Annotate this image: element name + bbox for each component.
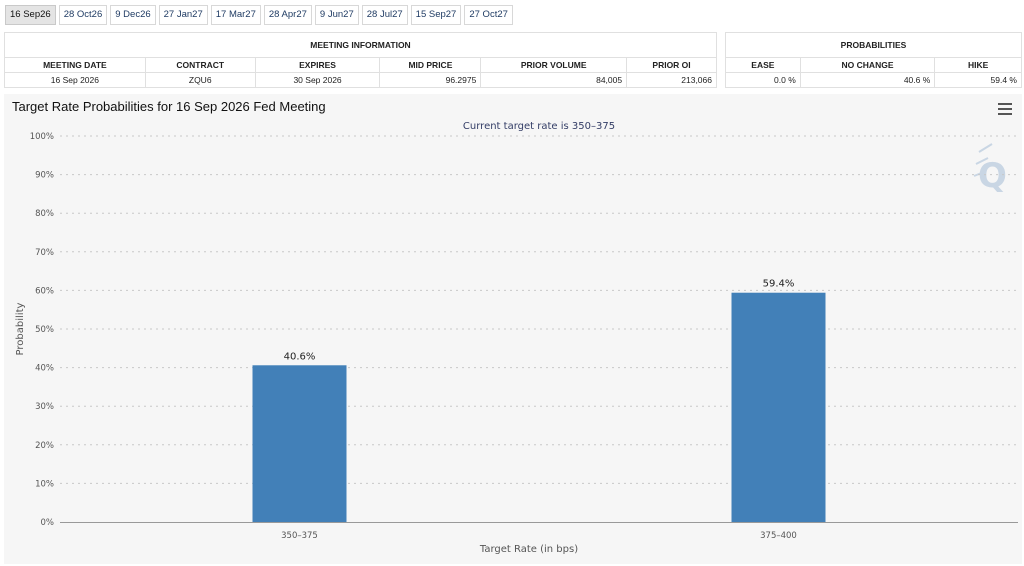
col-prior-oi: PRIOR OI [626,57,717,73]
col-expires: EXPIRES [254,57,381,73]
tab-17-mar27[interactable]: 17 Mar27 [210,5,261,25]
contract-value: ZQU6 [144,72,256,88]
y-axis-title: Probability [15,302,26,355]
tab-9-dec26[interactable]: 9 Dec26 [110,5,156,25]
bar-data-label: 40.6% [284,351,316,362]
x-axis-title: Target Rate (in bps) [479,544,578,555]
chart-panel: Q 0% 10% 20% 30% 40% 50% 60% 70% 80% 90% 100% 40.6% 3… [4,94,1022,564]
table-row: 0.0 % 40.6 % 59.4 % [725,72,1022,88]
x-tick-label: 375–400 [760,531,797,541]
tab-28-jul27[interactable]: 28 Jul27 [361,5,408,25]
prior-oi-value: 213,066 [626,72,717,88]
x-tick-label: 350–375 [281,531,318,541]
col-hike: HIKE [934,57,1022,73]
y-tick-label: 100% [30,132,54,142]
y-tick-label: 10% [35,479,54,489]
ease-value: 0.0 % [725,72,801,88]
meeting-date-value: 16 Sep 2026 [4,72,146,88]
y-tick-label: 40% [35,364,54,374]
tab-15-sep27[interactable]: 15 Sep27 [410,5,462,25]
expires-value: 30 Sep 2026 [254,72,381,88]
col-meeting-date: MEETING DATE [4,57,146,73]
probabilities-header: PROBABILITIES [725,32,1022,58]
tab-28-apr27[interactable]: 28 Apr27 [263,5,312,25]
col-mid-price: MID PRICE [379,57,482,73]
bar-data-label: 59.4% [763,279,795,290]
mid-price-value: 96.2975 [379,72,482,88]
tab-28-oct26[interactable]: 28 Oct26 [58,5,108,25]
y-tick-label: 30% [35,402,54,412]
y-tick-label: 20% [35,441,54,451]
y-tick-label: 70% [35,248,54,258]
col-contract: CONTRACT [144,57,256,73]
chart-title: Target Rate Probabilities for 16 Sep 202… [12,99,326,114]
y-tick-label: 80% [35,209,54,219]
probabilities-table: PROBABILITIES EASE NO CHANGE HIKE 0.0 % … [725,32,1022,88]
no-change-value: 40.6 % [799,72,936,88]
bar [731,292,826,522]
table-row: 16 Sep 2026 ZQU6 30 Sep 2026 96.2975 84,… [4,72,717,88]
tab-16-sep26[interactable]: 16 Sep26 [5,5,56,25]
tab-27-jan27[interactable]: 27 Jan27 [158,5,208,25]
hamburger-menu-icon[interactable] [998,103,1012,115]
hike-value: 59.4 % [934,72,1022,88]
probability-bar-chart: Q 0% 10% 20% 30% 40% 50% 60% 70% 80% 90% 100% 40.6% 3… [15,121,1018,555]
col-ease: EASE [725,57,801,73]
tab-27-oct27[interactable]: 27 Oct27 [464,5,513,25]
q-logo-icon: Q [978,156,1007,196]
prior-volume-value: 84,005 [480,72,628,88]
tab-9-jun27[interactable]: 9 Jun27 [314,5,359,25]
chart-subtitle: Current target rate is 350–375 [463,121,615,132]
y-tick-label: 60% [35,286,54,296]
meeting-information-header: MEETING INFORMATION [4,32,717,58]
bar [252,365,347,522]
q-logo-stripes-icon [973,143,993,177]
meeting-information-table: MEETING INFORMATION MEETING DATE CONTRAC… [4,32,717,88]
col-prior-volume: PRIOR VOLUME [480,57,628,73]
y-tick-label: 50% [35,325,54,335]
y-tick-label: 90% [35,171,54,181]
col-no-change: NO CHANGE [799,57,936,73]
y-tick-label: 0% [41,518,55,528]
meeting-date-tabs: 16 Sep26 28 Oct26 9 Dec26 27 Jan27 17 Ma… [5,5,513,25]
